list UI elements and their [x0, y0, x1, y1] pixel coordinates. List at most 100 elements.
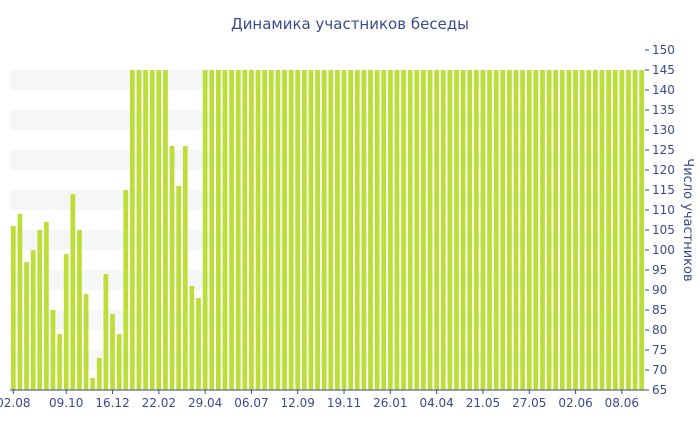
x-tick-label: 02.06 — [558, 396, 592, 410]
bar — [136, 70, 142, 390]
bar — [169, 146, 175, 390]
bar — [176, 186, 182, 390]
bar — [282, 70, 287, 390]
y-tick-label: 130 — [652, 123, 675, 137]
bar — [143, 70, 148, 390]
bar — [427, 70, 433, 390]
grid-band — [10, 230, 645, 250]
bar — [110, 314, 115, 390]
x-tick-label: 16.12 — [95, 396, 129, 410]
y-tick-label: 140 — [652, 83, 675, 97]
bar — [487, 70, 492, 390]
x-tick-label: 26.01 — [373, 396, 407, 410]
bar — [387, 70, 393, 390]
bar — [368, 70, 373, 390]
bar — [123, 190, 129, 390]
bar — [262, 70, 268, 390]
bar — [394, 70, 400, 390]
bar — [116, 334, 122, 390]
y-tick-label: 100 — [652, 243, 675, 257]
bar — [606, 70, 611, 390]
bar — [37, 230, 43, 390]
grid-band — [10, 150, 645, 170]
y-tick-label: 120 — [652, 163, 675, 177]
bar — [599, 70, 605, 390]
bar — [249, 70, 254, 390]
bar — [374, 70, 380, 390]
bar — [24, 262, 29, 390]
bar — [50, 310, 56, 390]
bar-series — [10, 70, 645, 390]
y-axis-label: Число участников — [680, 158, 695, 281]
bar — [460, 70, 466, 390]
bar — [30, 250, 36, 390]
y-tick-label: 85 — [652, 303, 667, 317]
bar — [295, 70, 301, 390]
bar — [586, 70, 592, 390]
bar — [335, 70, 340, 390]
bar — [579, 70, 585, 390]
y-tick-label: 95 — [652, 263, 667, 277]
bar — [440, 70, 446, 390]
x-tick-label: 06.07 — [234, 396, 268, 410]
grid-band — [10, 190, 645, 210]
bar — [526, 70, 532, 390]
bar — [593, 70, 598, 390]
bar — [103, 274, 109, 390]
bar — [83, 294, 89, 390]
y-tick-label: 125 — [652, 143, 675, 157]
bar — [421, 70, 426, 390]
bar — [540, 70, 545, 390]
bar — [215, 70, 221, 390]
y-tick-label: 115 — [652, 183, 675, 197]
x-tick-label: 22.02 — [142, 396, 176, 410]
bar — [513, 70, 519, 390]
grid-band — [10, 310, 645, 330]
bar — [196, 298, 201, 390]
y-tick-label: 75 — [652, 343, 667, 357]
chart-title: Динамика участников беседы — [231, 15, 469, 33]
bar — [619, 70, 625, 390]
bar — [17, 214, 23, 390]
bar — [242, 70, 248, 390]
bar — [354, 70, 360, 390]
x-axis-ticks: 02.08 09.10 16.12 22.02 29.04 06.07 12.09 19.11… — [0, 390, 639, 410]
y-tick-label: 70 — [652, 363, 667, 377]
bar — [520, 70, 526, 390]
bar — [315, 70, 320, 390]
grid-band — [10, 110, 645, 130]
bar — [189, 286, 195, 390]
bar — [381, 70, 387, 390]
bar — [480, 70, 486, 390]
bar — [10, 226, 16, 390]
x-tick-label: 21.05 — [466, 396, 500, 410]
x-tick-label: 09.10 — [49, 396, 83, 410]
bar — [57, 334, 62, 390]
bar — [70, 194, 76, 390]
x-tick-label: 19.11 — [327, 396, 361, 410]
bar — [63, 254, 69, 390]
bar — [626, 70, 631, 390]
bar — [473, 70, 479, 390]
bar — [202, 70, 208, 390]
x-tick-label: 04.04 — [419, 396, 453, 410]
x-tick-label: 02.08 — [0, 396, 30, 410]
y-tick-label: 80 — [652, 323, 667, 337]
bar — [44, 222, 49, 390]
bar — [222, 70, 228, 390]
y-tick-label: 90 — [652, 283, 667, 297]
bar — [301, 70, 307, 390]
bar — [632, 70, 638, 390]
bar — [639, 70, 645, 390]
y-axis-ticks: 65 70 75 80 85 90 95 100 105 110 115 120 125 130 135 14… — [645, 43, 675, 397]
bar — [255, 70, 261, 390]
y-tick-label: 110 — [652, 203, 675, 217]
bar — [612, 70, 618, 390]
bar — [493, 70, 499, 390]
bar — [129, 70, 135, 390]
x-tick-label: 08.06 — [605, 396, 639, 410]
bar — [533, 70, 539, 390]
bar — [566, 70, 572, 390]
bar — [275, 70, 281, 390]
